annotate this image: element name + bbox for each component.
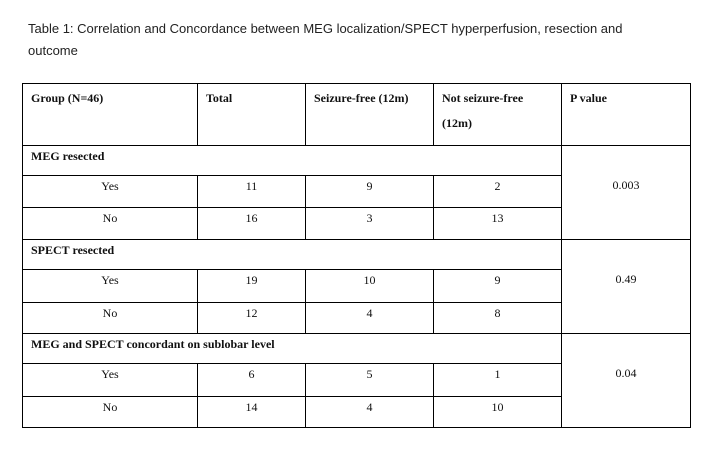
header-total: Total [197,83,306,146]
row-label: No [22,396,198,428]
cell-seizure-free: 4 [305,302,434,334]
cell-not-seizure-free: 10 [433,396,562,428]
results-table: Group (N=46) Total Seizure-free (12m) No… [22,83,691,428]
row-label: No [22,302,198,334]
cell-seizure-free: 5 [305,363,434,397]
header-seizure-free: Seizure-free (12m) [305,83,434,146]
cell-not-seizure-free: 8 [433,302,562,334]
cell-seizure-free: 3 [305,207,434,240]
section-title: MEG and SPECT concordant on sublobar lev… [22,333,562,364]
cell-total: 19 [197,269,306,303]
table-row: No 16 3 13 [22,207,691,240]
table-row: No 12 4 8 [22,302,691,334]
table-row: Yes 11 9 2 [22,175,691,208]
header-group: Group (N=46) [22,83,198,146]
table-caption: Table 1: Correlation and Concordance bet… [28,21,623,58]
header-row: Group (N=46) Total Seizure-free (12m) No… [22,83,691,146]
p-value: 0.49 [561,239,691,334]
table-row: No 14 4 10 [22,396,691,428]
section-title: MEG resected [22,145,562,176]
cell-not-seizure-free: 9 [433,269,562,303]
header-not-seizure-free: Not seizure-free (12m) [433,83,562,146]
cell-seizure-free: 4 [305,396,434,428]
p-value: 0.04 [561,333,691,428]
cell-not-seizure-free: 13 [433,207,562,240]
section-row: SPECT resected 0.49 [22,239,691,334]
p-value: 0.003 [561,145,691,240]
section-title: SPECT resected [22,239,562,270]
table-row: Yes 19 10 9 [22,269,691,303]
cell-not-seizure-free: 2 [433,175,562,208]
cell-total: 14 [197,396,306,428]
cell-seizure-free: 10 [305,269,434,303]
header-p-value: P value [561,83,691,146]
cell-not-seizure-free: 1 [433,363,562,397]
cell-total: 16 [197,207,306,240]
cell-seizure-free: 9 [305,175,434,208]
row-label: Yes [22,363,198,397]
row-label: Yes [22,269,198,303]
row-label: No [22,207,198,240]
row-label: Yes [22,175,198,208]
cell-total: 11 [197,175,306,208]
cell-total: 12 [197,302,306,334]
section-row: MEG and SPECT concordant on sublobar lev… [22,333,691,428]
section-row: MEG resected 0.003 [22,145,691,240]
cell-total: 6 [197,363,306,397]
